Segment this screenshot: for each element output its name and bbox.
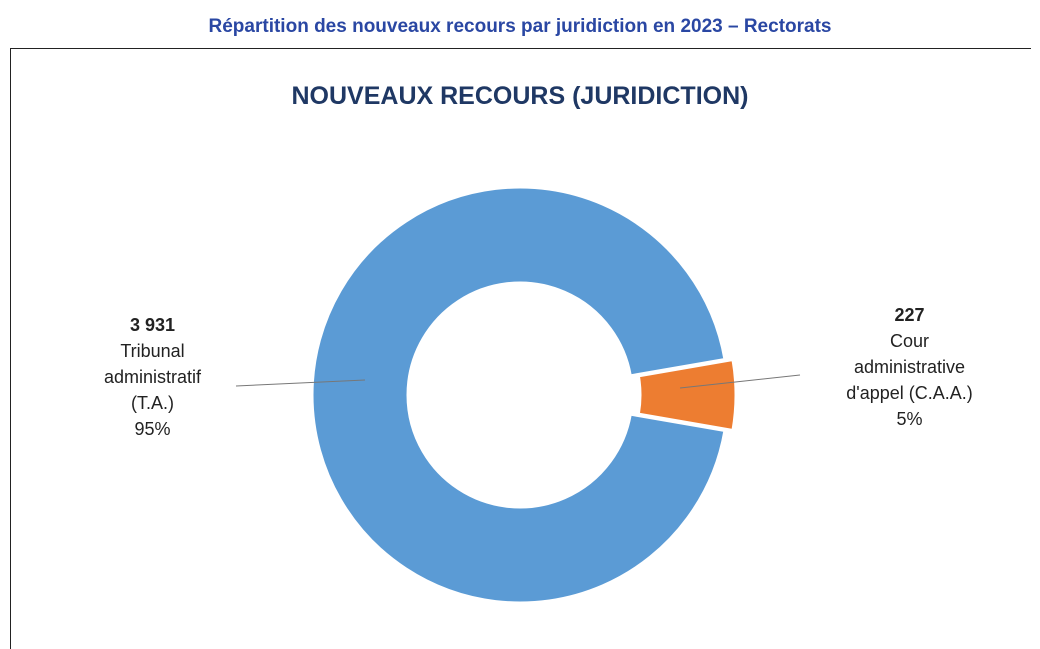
category-label: Cour administrative d'appel (C.A.A.): [846, 331, 973, 403]
slice-label: 3 931 Tribunal administratif (T.A.) 95%: [80, 312, 225, 442]
page-title: Répartition des nouveaux recours par jur…: [208, 16, 832, 37]
percent-label: 5%: [896, 409, 923, 429]
chart-frame: [10, 48, 1031, 649]
leader-line: [679, 374, 801, 389]
donut-slice: [310, 185, 727, 605]
value-label: 3 931: [129, 315, 176, 335]
page: Répartition des nouveaux recours par jur…: [10, 16, 1031, 649]
category-label: Tribunal administratif (T.A.): [103, 341, 202, 413]
leader-line: [235, 379, 366, 387]
donut-slice: [636, 357, 738, 433]
value-label: 227: [894, 305, 925, 325]
percent-label: 95%: [134, 419, 171, 439]
chart-title: NOUVEAUX RECOURS (JURIDICTION): [291, 82, 749, 110]
slice-label: 227 Cour administrative d'appel (C.A.A.)…: [837, 302, 982, 432]
chart: [235, 185, 801, 605]
